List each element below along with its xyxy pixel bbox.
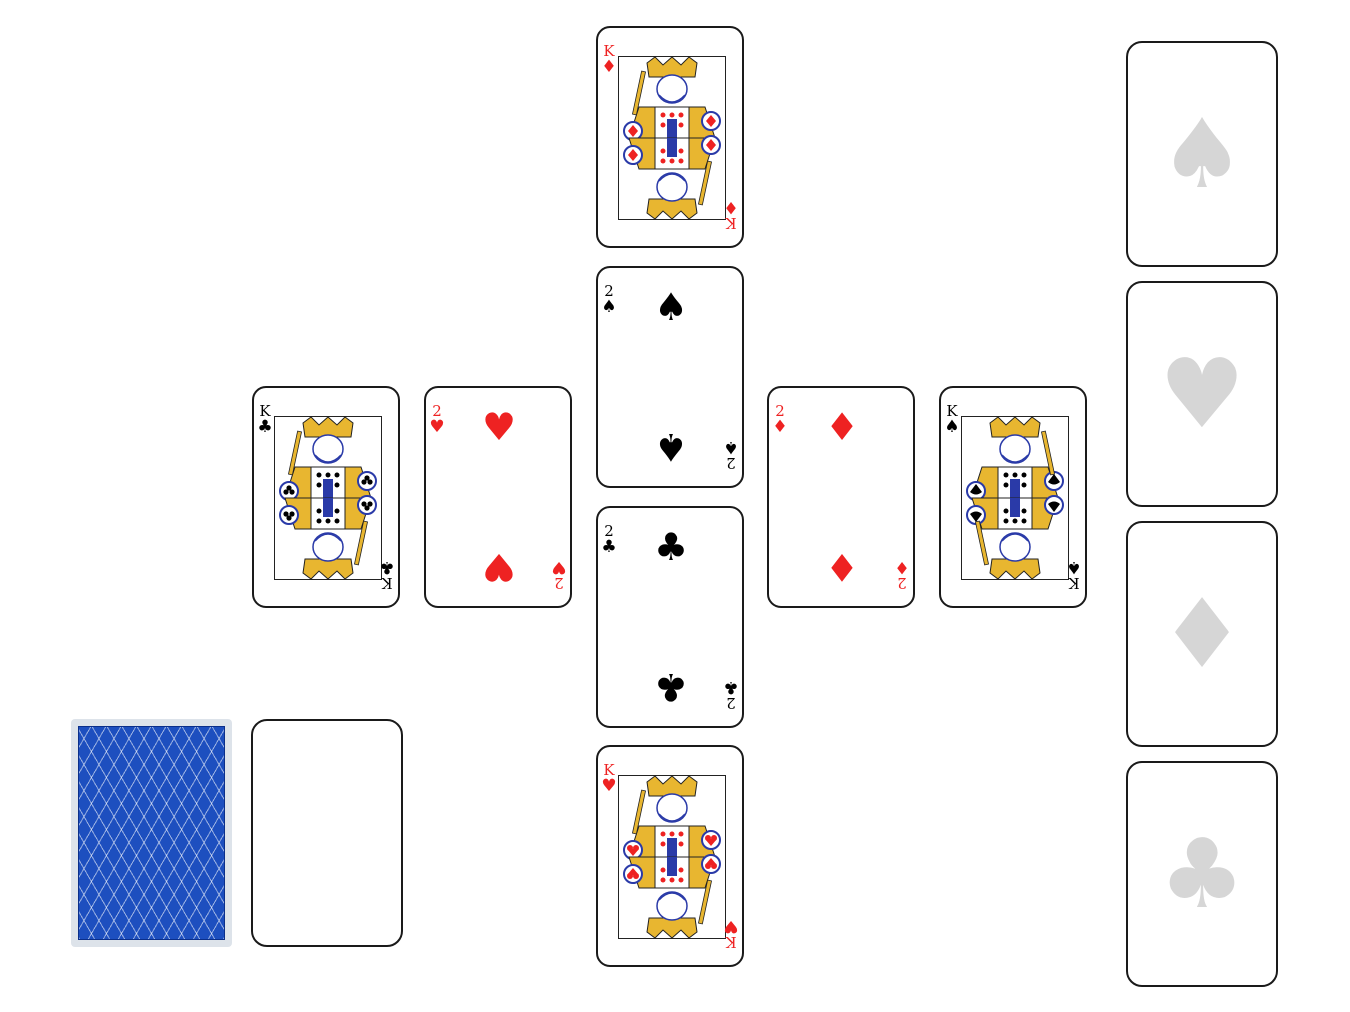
king-face-art [618,56,726,220]
spade-pip: ♠ [653,285,689,329]
card-index-top: 2 ♠ [601,282,617,317]
card-index-top: 2 ♦ [772,402,788,437]
card-index-top: K ♥ [601,761,617,796]
foundation-diamonds[interactable]: ♦ [1126,521,1278,747]
heart-pip: ♥ [481,545,517,589]
club-icon: ♣ [1158,818,1246,930]
foundation-hearts[interactable]: ♥ [1126,281,1278,507]
club-pip: ♣ [653,525,689,569]
spade-pip: ♠ [653,425,689,469]
diamond-pip: ♦ [824,405,860,449]
stock-pile[interactable] [71,719,232,947]
card-two-of-clubs[interactable]: 2 ♣ ♣ ♣ 2 ♣ [596,506,744,728]
card-index-bottom: K ♣ [379,557,395,592]
card-index-bottom: 2 ♦ [894,557,910,592]
card-index-top: K ♠ [944,402,960,437]
card-index-bottom: K ♦ [723,197,739,232]
heart-pip: ♥ [481,405,517,449]
card-index-bottom: 2 ♣ [723,677,739,712]
heart-icon: ♥ [1158,338,1246,450]
card-index-bottom: K ♥ [723,916,739,951]
diamond-icon: ♦ [1158,578,1246,690]
card-index-top: K ♦ [601,42,617,77]
card-king-of-spades[interactable]: K ♠ K ♠ [939,386,1087,608]
card-king-of-diamonds[interactable]: K ♦ K ♦ [596,26,744,248]
card-index-top: K ♣ [257,402,273,437]
club-pip: ♣ [653,665,689,709]
king-face-art [618,775,726,939]
card-index-bottom: 2 ♠ [723,437,739,472]
card-two-of-hearts[interactable]: 2 ♥ ♥ ♥ 2 ♥ [424,386,572,608]
card-back-pattern [78,726,225,940]
foundation-clubs[interactable]: ♣ [1126,761,1278,987]
card-index-top: 2 ♥ [429,402,445,437]
card-two-of-spades[interactable]: 2 ♠ ♠ ♠ 2 ♠ [596,266,744,488]
king-face-art [961,416,1069,580]
king-face-art [274,416,382,580]
spade-icon: ♠ [1158,98,1246,210]
card-index-top: 2 ♣ [601,522,617,557]
card-index-bottom: 2 ♥ [551,557,567,592]
card-king-of-clubs[interactable]: K ♣ K ♣ [252,386,400,608]
card-two-of-diamonds[interactable]: 2 ♦ ♦ ♦ 2 ♦ [767,386,915,608]
diamond-pip: ♦ [824,545,860,589]
foundation-spades[interactable]: ♠ [1126,41,1278,267]
card-index-bottom: K ♠ [1066,557,1082,592]
card-king-of-hearts[interactable]: K ♥ K ♥ [596,745,744,967]
waste-pile[interactable] [251,719,403,947]
